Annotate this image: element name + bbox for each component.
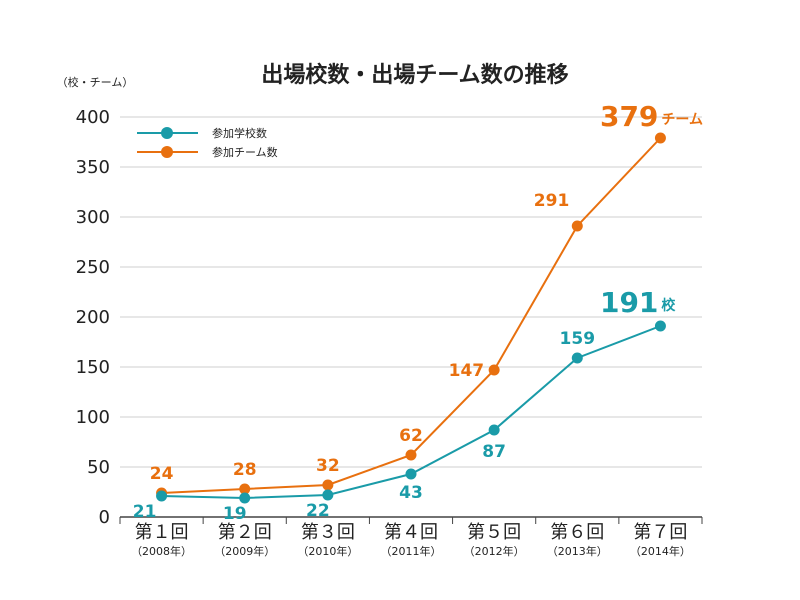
data-point	[239, 492, 251, 504]
x-year-label: （2009年）	[214, 544, 275, 558]
data-point	[571, 220, 583, 232]
gridlines	[120, 116, 702, 518]
data-point	[239, 483, 251, 495]
final-value-label: 191	[600, 286, 658, 319]
legend-label: 参加チーム数	[212, 145, 278, 159]
data-label: 19	[223, 504, 247, 524]
chart-title: 出場校数・出場チーム数の推移	[261, 62, 568, 88]
x-tick-label: 第１回	[135, 522, 189, 543]
data-labels: 21 19 22 43 87 159 24 28 32 62 147 291 379 チーム 191 校	[133, 100, 703, 524]
data-label: 43	[399, 483, 423, 503]
final-value-label: 379	[600, 100, 658, 133]
x-year-label: （2011年）	[381, 544, 442, 558]
data-point	[488, 364, 500, 376]
data-point	[322, 489, 334, 501]
y-tick-label: 400	[76, 107, 110, 128]
data-label: 28	[233, 460, 257, 480]
x-year-label: （2008年）	[131, 544, 192, 558]
data-point	[322, 479, 334, 491]
data-point	[571, 352, 583, 364]
y-tick-label: 300	[76, 207, 110, 228]
y-tick-label: 0	[99, 507, 110, 528]
y-tick-label: 150	[76, 357, 110, 378]
x-tick-label: 第４回	[384, 522, 438, 543]
y-axis-ticks: 0 50 100 150 200 250 300 350 400	[76, 107, 110, 528]
final-unit-label: 校	[661, 297, 676, 314]
x-year-label: （2013年）	[547, 544, 608, 558]
legend-swatch-marker	[161, 146, 173, 158]
y-tick-label: 50	[87, 457, 110, 478]
legend-label: 参加学校数	[212, 126, 267, 140]
y-tick-label: 250	[76, 257, 110, 278]
data-label: 21	[133, 502, 157, 522]
x-year-label: （2010年）	[297, 544, 358, 558]
data-point	[405, 468, 417, 480]
data-point	[405, 449, 417, 461]
x-year-label: （2014年）	[630, 544, 691, 558]
series-points	[156, 132, 666, 504]
data-point	[654, 132, 666, 144]
x-axis: 第１回（2008年） 第２回（2009年） 第３回（2010年） 第４回（2011年）…	[119, 517, 703, 558]
data-label: 32	[316, 456, 340, 476]
data-point	[156, 490, 168, 502]
x-tick-label: 第７回	[633, 522, 687, 543]
data-label: 22	[306, 501, 330, 521]
data-label: 147	[449, 361, 485, 381]
data-label: 24	[150, 464, 174, 484]
x-tick-label: 第２回	[218, 522, 272, 543]
data-label: 87	[482, 442, 506, 462]
y-tick-label: 200	[76, 307, 110, 328]
final-unit-label: チーム	[661, 112, 703, 128]
y-tick-label: 100	[76, 407, 110, 428]
data-point	[654, 320, 666, 332]
y-tick-label: 350	[76, 157, 110, 178]
legend-swatch-marker	[161, 127, 173, 139]
data-label: 291	[534, 191, 570, 211]
data-label: 159	[560, 329, 596, 349]
y-unit-label: （校・チーム）	[57, 75, 134, 89]
x-tick-label: 第３回	[301, 522, 355, 543]
x-tick-label: 第５回	[467, 522, 521, 543]
x-year-label: （2012年）	[464, 544, 525, 558]
x-tick-label: 第６回	[550, 522, 604, 543]
data-label: 62	[399, 426, 423, 446]
data-point	[488, 424, 500, 436]
